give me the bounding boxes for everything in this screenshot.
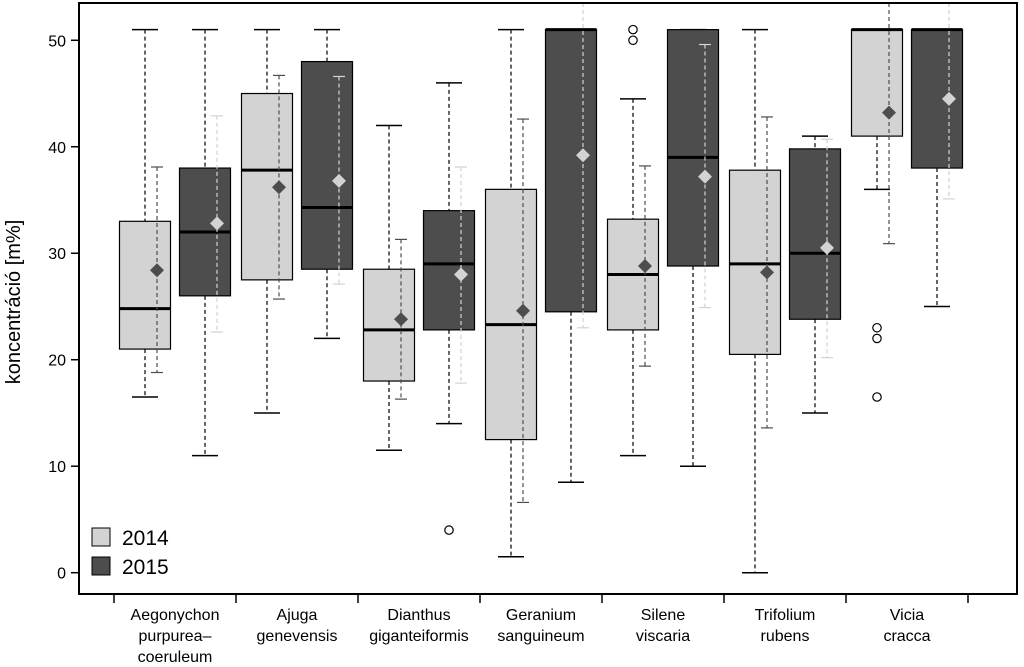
mean-marker <box>942 91 956 106</box>
mean-marker <box>638 259 652 274</box>
x-tick-label: purpurea– <box>139 628 212 645</box>
outlier-point <box>628 24 638 35</box>
legend: 2014 2015 <box>91 527 169 579</box>
outlier-point <box>872 333 882 344</box>
mean-marker <box>882 105 896 120</box>
y-axis-ticks: 0 10 20 30 40 50 <box>48 33 79 583</box>
outlier-point <box>872 392 882 402</box>
legend-label-2014: 2014 <box>122 527 169 550</box>
box <box>118 220 172 350</box>
mean-marker <box>150 263 164 278</box>
box <box>788 148 842 320</box>
mean-marker <box>272 180 286 195</box>
mean-marker <box>576 148 590 163</box>
box <box>484 188 538 441</box>
legend-label-2015: 2015 <box>122 556 169 579</box>
x-tick-label: cracca <box>883 628 930 645</box>
x-tick-label: Aegonychon <box>131 607 220 624</box>
outlier-point <box>872 322 882 333</box>
series-layer <box>118 3 964 574</box>
legend-swatch-2015 <box>91 556 111 576</box>
y-tick-label: 10 <box>48 459 66 476</box>
x-tick-label: Ajuga <box>277 607 318 624</box>
legend-swatch-2014 <box>91 527 111 547</box>
x-tick-label: Trifolium <box>755 607 816 624</box>
plot-area <box>118 3 964 574</box>
x-tick-label: coeruleum <box>138 649 213 666</box>
box <box>362 268 416 382</box>
box <box>544 29 598 313</box>
outlier-point <box>628 35 638 46</box>
y-tick-label: 40 <box>48 140 66 157</box>
mean-marker <box>698 169 712 184</box>
y-axis-label: koncentráció [m%] <box>3 220 25 385</box>
box <box>422 210 476 331</box>
x-tick-label: viscaria <box>636 628 690 645</box>
x-axis-ticks: Aegonychon purpurea– coeruleum Ajuga geneven… <box>113 594 969 666</box>
y-tick-label: 30 <box>48 246 66 263</box>
mean-marker <box>394 312 408 327</box>
mean-marker <box>760 265 774 280</box>
x-tick-label: Dianthus <box>387 607 450 624</box>
y-tick-label: 50 <box>48 33 66 50</box>
y-tick-label: 20 <box>48 353 66 370</box>
box <box>300 60 354 270</box>
mean-marker <box>210 216 224 231</box>
y-tick-label: 0 <box>57 566 66 583</box>
x-tick-label: genevensis <box>257 628 338 645</box>
x-tick-label: Vicia <box>890 607 924 624</box>
outlier-point <box>444 525 454 535</box>
mean-marker <box>516 303 530 318</box>
x-tick-label: Geranium <box>506 607 576 624</box>
box <box>666 29 720 267</box>
axes: koncentráció [m%] <box>3 220 25 385</box>
mean-marker <box>454 267 468 282</box>
mean-marker <box>820 240 834 255</box>
x-tick-label: sanguineum <box>497 628 584 645</box>
x-tick-label: Silene <box>641 607 686 624</box>
box <box>728 169 782 356</box>
x-tick-label: giganteiformis <box>369 628 469 645</box>
box <box>850 29 904 137</box>
plot-frame <box>78 2 1018 595</box>
mean-marker <box>332 173 346 188</box>
x-tick-label: rubens <box>761 628 810 645</box>
box <box>240 92 294 281</box>
